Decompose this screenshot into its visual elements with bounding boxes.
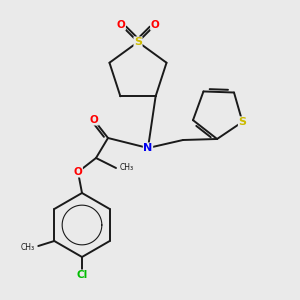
Text: Cl: Cl [76, 270, 88, 280]
Text: O: O [151, 20, 159, 30]
Text: CH₃: CH₃ [120, 164, 134, 172]
Text: S: S [134, 37, 142, 47]
Text: O: O [117, 20, 125, 30]
Text: S: S [238, 117, 246, 127]
Text: O: O [90, 115, 98, 125]
Text: CH₃: CH₃ [20, 244, 34, 253]
Text: N: N [143, 143, 153, 153]
Text: O: O [74, 167, 82, 177]
